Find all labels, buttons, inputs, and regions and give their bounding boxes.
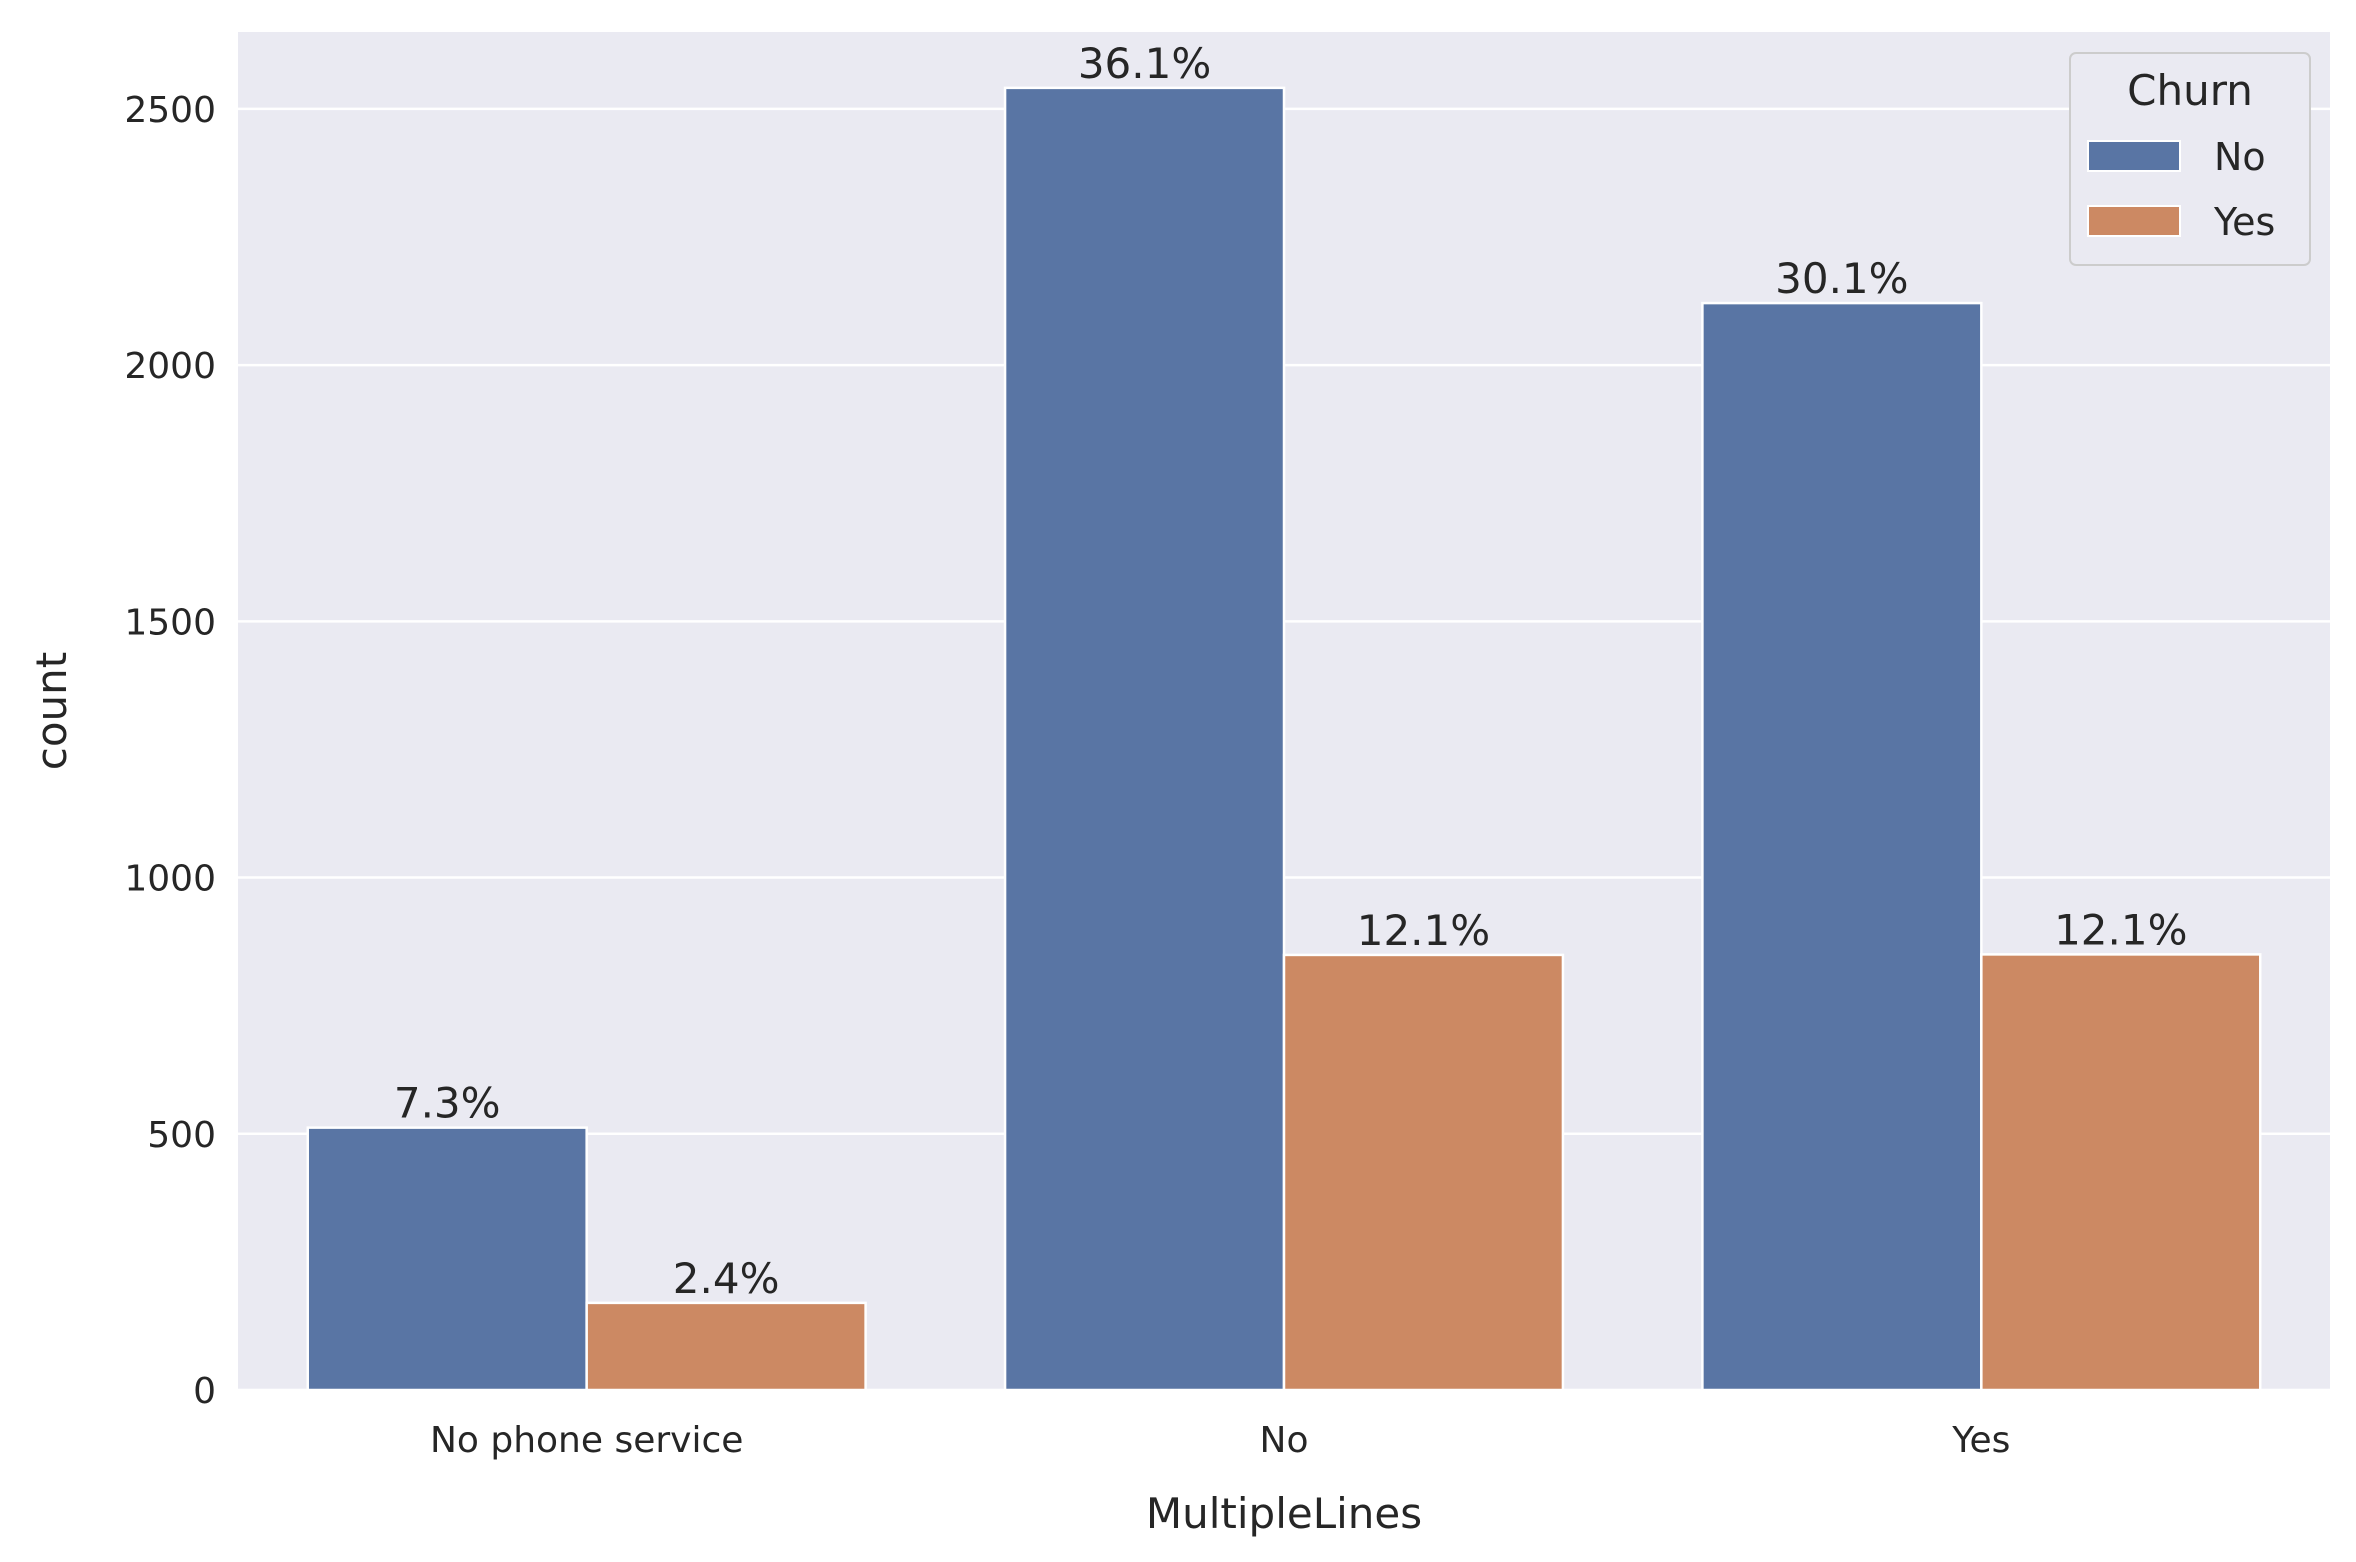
bar xyxy=(1003,86,1286,1392)
x-tick-label: No xyxy=(1260,1420,1309,1461)
bar-value-label: 30.1% xyxy=(1775,254,1908,303)
y-tick-label: 2500 xyxy=(124,90,216,131)
bar xyxy=(306,1126,588,1392)
x-tick-label: Yes xyxy=(1951,1420,2010,1461)
legend-swatch-no xyxy=(2087,140,2181,172)
bar xyxy=(585,1301,867,1392)
y-axis-ticks: 0 500 1000 1500 2000 2500 xyxy=(124,90,216,1412)
bar-value-label: 7.3% xyxy=(394,1079,501,1128)
bar-value-label: 12.1% xyxy=(2054,905,2187,954)
y-tick-label: 2000 xyxy=(124,346,216,387)
y-axis-label: count xyxy=(27,652,76,771)
bar xyxy=(1980,953,2262,1392)
x-tick-label: No phone service xyxy=(430,1420,743,1461)
legend-title: Churn xyxy=(2127,66,2253,115)
y-tick-label: 500 xyxy=(147,1115,216,1156)
bar xyxy=(1701,301,1983,1392)
x-axis-ticks: No phone service No Yes xyxy=(430,1420,2010,1461)
x-axis-label: MultipleLines xyxy=(1146,1489,1422,1538)
y-tick-label: 1500 xyxy=(124,602,216,643)
bar-labels: 7.3% 2.4% 36.1% 12.1% 30.1% 12.1% xyxy=(394,39,2188,1303)
y-tick-label: 0 xyxy=(193,1371,216,1412)
bar-value-label: 12.1% xyxy=(1357,906,1490,955)
legend: Churn No Yes xyxy=(2069,52,2311,266)
bar-value-label: 2.4% xyxy=(673,1254,780,1303)
bar xyxy=(1282,953,1565,1392)
bars xyxy=(306,86,2262,1392)
legend-label-yes: Yes xyxy=(2213,200,2275,244)
y-tick-label: 1000 xyxy=(124,859,216,900)
legend-label-no: No xyxy=(2214,135,2266,179)
bar-value-label: 36.1% xyxy=(1078,39,1211,88)
legend-swatch-yes xyxy=(2087,205,2181,237)
